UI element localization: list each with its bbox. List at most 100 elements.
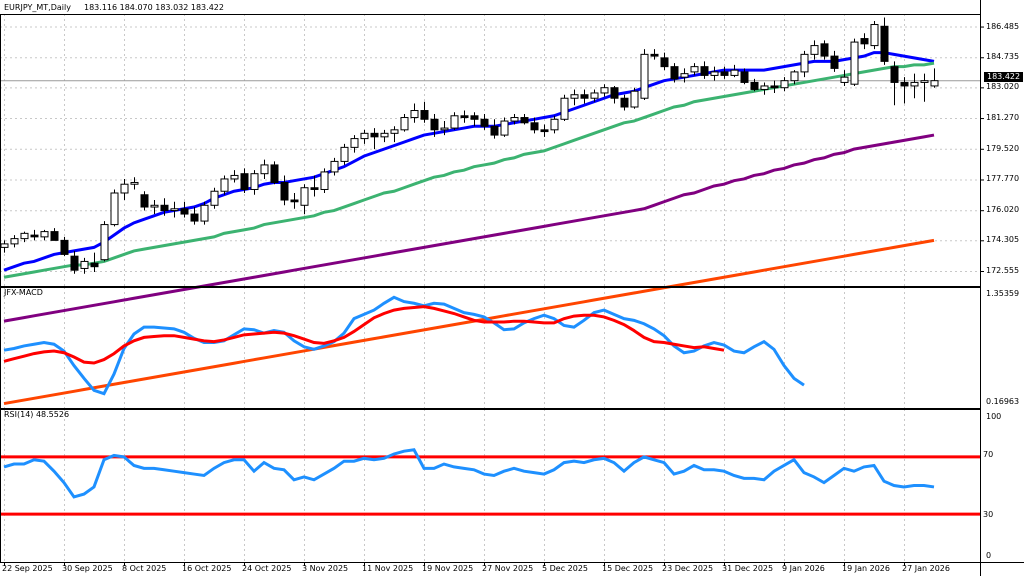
candle: [480, 114, 489, 130]
panel-frame-2: [0, 409, 981, 563]
candle: [550, 115, 559, 134]
candle-body: [670, 66, 679, 80]
price-tick-label: 181.270: [986, 113, 1020, 123]
candle: [220, 175, 229, 195]
candle-body: [700, 66, 709, 76]
symbol-title: EURJPY_MT,Daily: [4, 3, 71, 12]
candle-body: [640, 53, 649, 99]
price-tick-label: 172.555: [986, 265, 1020, 275]
candle: [830, 50, 839, 72]
candle: [340, 143, 349, 165]
candle: [60, 236, 69, 257]
candle: [40, 229, 49, 241]
candle: [140, 191, 149, 211]
date-tick-label: 30 Sep 2025: [62, 564, 113, 573]
panel-frame-0: [0, 14, 981, 287]
candle-body: [40, 231, 49, 238]
candle: [50, 228, 59, 241]
candle-body: [930, 80, 939, 87]
candle-body: [350, 138, 359, 148]
candle-body: [170, 208, 179, 212]
candle-body: [0, 243, 9, 248]
date-tick-label: 24 Oct 2025: [242, 564, 292, 573]
candle-body: [210, 190, 219, 206]
price-tick-label: 179.520: [986, 143, 1020, 153]
candle: [800, 50, 809, 78]
candle: [720, 66, 729, 79]
price-badge: 183.422: [984, 72, 1024, 82]
candle: [650, 49, 659, 60]
candle-body: [260, 164, 269, 175]
price-tick-label: 184.735: [986, 52, 1020, 62]
candle: [300, 184, 309, 215]
candle-body: [480, 118, 489, 127]
macd-title: JFX-MACD: [4, 288, 43, 297]
candle: [880, 17, 889, 65]
date-tick-label: 19 Jan 2026: [842, 564, 890, 573]
date-tick-label: 23 Dec 2025: [662, 564, 714, 573]
candle: [120, 178, 129, 201]
candle-body: [850, 41, 859, 85]
candle: [810, 40, 819, 60]
candle: [780, 77, 789, 92]
candle-body: [370, 132, 379, 138]
candle-body: [820, 43, 829, 57]
candle-body: [330, 160, 339, 173]
candle: [920, 73, 929, 102]
price-tick-label: 176.020: [986, 205, 1020, 215]
date-tick-label: 9 Jan 2026: [782, 564, 825, 573]
candle-body: [450, 115, 459, 129]
candle: [620, 94, 629, 111]
candle: [840, 70, 849, 86]
candle: [740, 68, 749, 85]
candle-body: [780, 80, 789, 89]
candle: [450, 112, 459, 130]
candle: [390, 126, 399, 143]
panel-frame-1: [0, 287, 981, 409]
candle-body: [360, 132, 369, 140]
candle-body: [300, 187, 309, 206]
moving-average-line-3: [3, 238, 935, 406]
candle: [290, 192, 299, 209]
candle-body: [860, 38, 869, 45]
candle: [310, 175, 319, 197]
moving-average-line-2: [3, 133, 935, 323]
moving-average-line-0: [3, 51, 935, 272]
candle-body: [900, 81, 909, 87]
candle-body: [290, 199, 299, 203]
candle: [10, 235, 19, 248]
candle-body: [500, 120, 509, 136]
candle-body: [460, 115, 469, 119]
date-tick-label: 5 Dec 2025: [542, 564, 589, 573]
candle-body: [270, 164, 279, 183]
candle: [560, 94, 569, 122]
candle: [540, 124, 549, 137]
candle: [30, 229, 39, 241]
candle: [20, 231, 29, 243]
candle: [750, 78, 759, 92]
candle-body: [690, 66, 699, 73]
candle-body: [190, 213, 199, 222]
candle-body: [620, 97, 629, 108]
candle-body: [680, 73, 689, 78]
candle: [0, 240, 9, 253]
candle-body: [380, 132, 389, 138]
candle-body: [140, 194, 149, 208]
candle-body: [590, 92, 599, 99]
candle: [260, 159, 269, 179]
candle: [380, 129, 389, 143]
candle-body: [150, 204, 159, 208]
candle-body: [720, 71, 729, 76]
candle-body: [660, 57, 669, 68]
candle: [680, 68, 689, 83]
candle-body: [280, 181, 289, 201]
candle-body: [790, 71, 799, 82]
candle: [660, 52, 669, 71]
candle: [470, 112, 479, 127]
candle: [820, 40, 829, 60]
candle: [90, 252, 99, 272]
candle: [460, 110, 469, 123]
date-tick-label: 27 Jan 2026: [902, 564, 950, 573]
candle: [570, 89, 579, 106]
